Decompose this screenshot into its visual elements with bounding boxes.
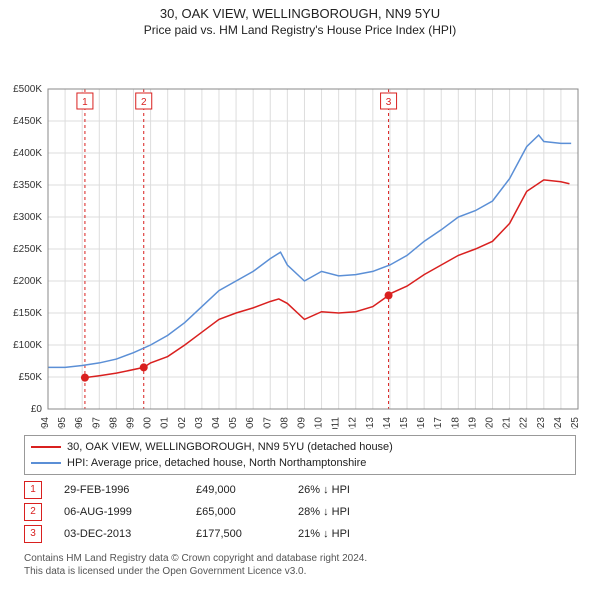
sale-row: 2 06-AUG-1999 £65,000 28% ↓ HPI [24,501,576,523]
sale-price: £177,500 [196,523,276,545]
svg-text:2016: 2016 [416,417,427,429]
svg-text:£300K: £300K [13,212,42,223]
attribution-line: This data is licensed under the Open Gov… [24,566,576,579]
svg-text:2001: 2001 [160,417,171,429]
svg-text:2007: 2007 [262,417,273,429]
svg-text:2013: 2013 [365,417,376,429]
svg-text:£450K: £450K [13,116,42,127]
svg-text:2024: 2024 [553,417,564,429]
sale-delta: 21% ↓ HPI [298,523,350,545]
svg-text:1996: 1996 [74,417,85,429]
svg-text:2: 2 [141,97,147,108]
svg-text:2014: 2014 [382,417,393,429]
svg-text:2000: 2000 [143,417,154,429]
sale-price: £65,000 [196,501,276,523]
svg-text:2011: 2011 [331,417,342,429]
sale-date: 03-DEC-2013 [64,523,174,545]
attribution-line: Contains HM Land Registry data © Crown c… [24,553,576,566]
svg-text:2005: 2005 [228,417,239,429]
legend: 30, OAK VIEW, WELLINGBOROUGH, NN9 5YU (d… [24,435,576,475]
sale-date: 06-AUG-1999 [64,501,174,523]
svg-text:£0: £0 [31,404,43,415]
svg-text:2022: 2022 [519,417,530,429]
legend-item: 30, OAK VIEW, WELLINGBOROUGH, NN9 5YU (d… [31,439,569,455]
price-chart: £0 £50K £100K £150K £200K £250K £300K £350K £400… [0,41,600,429]
sale-row: 3 03-DEC-2013 £177,500 21% ↓ HPI [24,523,576,545]
svg-text:1: 1 [82,97,88,108]
svg-text:£200K: £200K [13,276,42,287]
svg-text:3: 3 [386,97,392,108]
sale-row: 1 29-FEB-1996 £49,000 26% ↓ HPI [24,479,576,501]
svg-text:1998: 1998 [108,417,119,429]
svg-text:1994: 1994 [40,417,51,429]
svg-text:£100K: £100K [13,340,42,351]
svg-text:2004: 2004 [211,417,222,429]
sale-delta: 28% ↓ HPI [298,501,350,523]
svg-text:£250K: £250K [13,244,42,255]
sale-price: £49,000 [196,479,276,501]
sale-marker: 1 [24,481,42,499]
sale-date: 29-FEB-1996 [64,479,174,501]
svg-text:£150K: £150K [13,308,42,319]
svg-text:2015: 2015 [399,417,410,429]
svg-text:2023: 2023 [536,417,547,429]
svg-text:2003: 2003 [194,417,205,429]
svg-text:2012: 2012 [348,417,359,429]
sale-delta: 26% ↓ HPI [298,479,350,501]
sale-marker: 2 [24,503,42,521]
svg-text:£400K: £400K [13,148,42,159]
svg-text:1999: 1999 [125,417,136,429]
svg-text:2019: 2019 [467,417,478,429]
page-subtitle: Price paid vs. HM Land Registry's House … [0,23,600,37]
sales-list: 1 29-FEB-1996 £49,000 26% ↓ HPI 2 06-AUG… [24,479,576,545]
svg-text:2006: 2006 [245,417,256,429]
svg-text:1997: 1997 [91,417,102,429]
svg-text:2021: 2021 [502,417,513,429]
attribution: Contains HM Land Registry data © Crown c… [24,553,576,578]
svg-text:2018: 2018 [450,417,461,429]
legend-swatch [31,462,61,464]
page-title: 30, OAK VIEW, WELLINGBOROUGH, NN9 5YU [0,0,600,21]
svg-text:2008: 2008 [279,417,290,429]
svg-text:£500K: £500K [13,84,42,95]
legend-swatch [31,446,61,448]
svg-text:£50K: £50K [19,372,43,383]
svg-text:2017: 2017 [433,417,444,429]
legend-item: HPI: Average price, detached house, Nort… [31,455,569,471]
svg-text:2025: 2025 [570,417,581,429]
sale-marker: 3 [24,525,42,543]
legend-label: HPI: Average price, detached house, Nort… [67,455,366,471]
svg-text:2009: 2009 [296,417,307,429]
legend-label: 30, OAK VIEW, WELLINGBOROUGH, NN9 5YU (d… [67,439,393,455]
svg-text:£350K: £350K [13,180,42,191]
svg-text:2002: 2002 [177,417,188,429]
svg-text:2020: 2020 [485,417,496,429]
svg-text:1995: 1995 [57,417,68,429]
svg-text:2010: 2010 [314,417,325,429]
